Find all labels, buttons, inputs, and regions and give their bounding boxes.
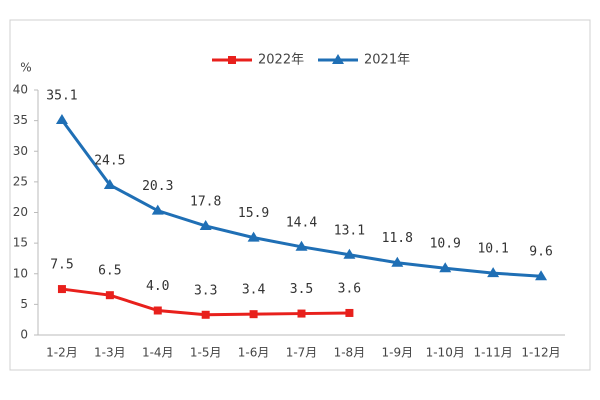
marker: [535, 270, 548, 281]
marker: [487, 267, 500, 278]
marker: [249, 310, 258, 319]
marker: [105, 291, 114, 300]
marker: [103, 178, 116, 189]
y-tick-label: 25: [13, 174, 28, 188]
data-label: 3.4: [242, 283, 266, 298]
y-tick-label: 35: [13, 113, 28, 127]
marker: [297, 309, 306, 318]
marker: [55, 114, 68, 125]
data-label: 35.1: [46, 89, 77, 104]
marker: [295, 240, 308, 251]
x-tick-label: 1-3月: [94, 346, 126, 360]
legend-label: 2021年: [364, 53, 410, 68]
data-label: 9.6: [529, 245, 552, 260]
marker: [228, 56, 236, 64]
x-tick-label: 1-4月: [142, 346, 174, 360]
marker: [153, 306, 162, 315]
data-label: 7.5: [50, 258, 73, 273]
marker: [345, 308, 354, 317]
x-tick-label: 1-12月: [521, 346, 560, 360]
data-label: 10.9: [430, 237, 461, 252]
data-label: 3.6: [338, 281, 361, 296]
x-tick-label: 1-10月: [426, 346, 465, 360]
data-label: 20.3: [142, 179, 173, 194]
data-label: 3.5: [290, 282, 313, 297]
marker: [391, 256, 404, 267]
marker: [343, 248, 356, 259]
x-tick-label: 1-2月: [46, 346, 78, 360]
data-label: 6.5: [98, 264, 121, 279]
x-tick-label: 1-7月: [286, 346, 318, 360]
chart-frame: [9, 19, 591, 371]
x-tick-label: 1-9月: [382, 346, 414, 360]
x-tick-label: 1-6月: [238, 346, 270, 360]
marker: [151, 204, 164, 215]
x-tick-label: 1-5月: [190, 346, 222, 360]
data-label: 3.3: [194, 283, 217, 298]
marker: [199, 219, 212, 230]
x-tick-label: 1-8月: [334, 346, 366, 360]
legend-label: 2022年: [258, 53, 304, 68]
y-tick-label: 15: [13, 236, 28, 250]
y-axis-label: %: [20, 61, 31, 75]
data-label: 24.5: [94, 153, 125, 168]
data-label: 11.8: [382, 231, 413, 246]
data-label: 17.8: [190, 194, 221, 209]
y-tick-label: 40: [13, 83, 28, 97]
marker: [332, 54, 344, 64]
y-tick-label: 30: [13, 144, 28, 158]
data-label: 13.1: [334, 223, 365, 238]
series-line: [60, 119, 542, 278]
data-label: 10.1: [477, 242, 508, 257]
data-label: 15.9: [238, 206, 269, 221]
y-tick-label: 10: [13, 266, 28, 280]
x-tick-label: 1-11月: [474, 346, 513, 360]
marker: [57, 285, 66, 294]
y-tick-label: 5: [20, 297, 28, 311]
data-label: 14.4: [286, 215, 317, 230]
marker: [201, 310, 210, 319]
marker: [439, 262, 452, 273]
y-tick-label: 0: [20, 328, 28, 342]
y-tick-label: 20: [13, 205, 28, 219]
data-label: 4.0: [146, 279, 169, 294]
marker: [247, 231, 260, 242]
